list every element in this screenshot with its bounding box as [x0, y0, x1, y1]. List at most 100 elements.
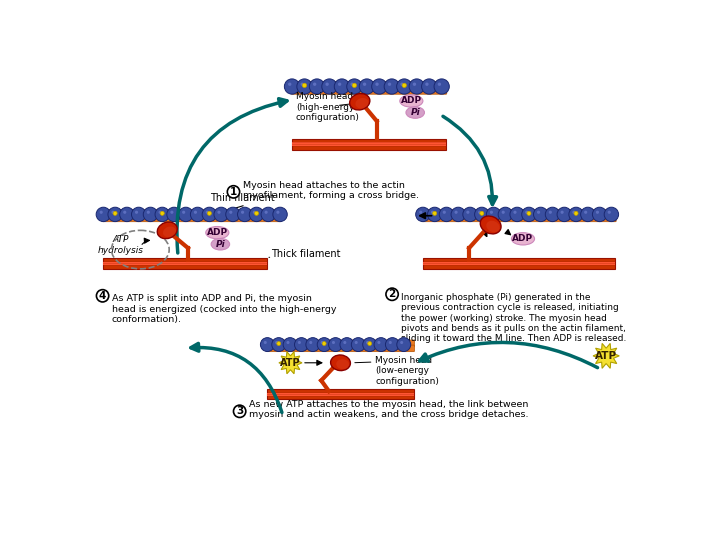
FancyBboxPatch shape	[291, 82, 447, 89]
Circle shape	[318, 338, 331, 352]
Ellipse shape	[356, 98, 369, 109]
Circle shape	[214, 207, 228, 221]
FancyBboxPatch shape	[266, 345, 415, 352]
Circle shape	[527, 211, 531, 215]
Text: Thick filament: Thick filament	[271, 249, 341, 259]
Circle shape	[332, 341, 335, 344]
Circle shape	[366, 341, 369, 344]
Circle shape	[375, 83, 379, 86]
Circle shape	[276, 211, 279, 214]
Circle shape	[287, 341, 289, 344]
Circle shape	[368, 342, 372, 346]
Circle shape	[388, 83, 391, 86]
Circle shape	[228, 186, 240, 198]
Circle shape	[557, 207, 572, 221]
Text: 4: 4	[99, 291, 107, 301]
FancyBboxPatch shape	[292, 139, 446, 150]
Circle shape	[389, 341, 392, 344]
Circle shape	[328, 338, 343, 352]
Ellipse shape	[163, 226, 176, 237]
FancyBboxPatch shape	[422, 210, 616, 217]
Circle shape	[359, 79, 374, 94]
Circle shape	[207, 211, 212, 215]
Circle shape	[608, 211, 611, 214]
Circle shape	[158, 211, 162, 214]
Circle shape	[288, 83, 292, 86]
Circle shape	[334, 79, 349, 94]
Ellipse shape	[406, 107, 425, 118]
FancyBboxPatch shape	[267, 389, 414, 400]
Text: ADP: ADP	[513, 234, 534, 244]
Circle shape	[537, 211, 540, 214]
Circle shape	[352, 83, 356, 87]
Circle shape	[397, 338, 410, 352]
Circle shape	[510, 207, 524, 221]
Circle shape	[123, 211, 126, 214]
Circle shape	[413, 83, 416, 86]
Circle shape	[584, 211, 588, 214]
Circle shape	[454, 211, 458, 214]
Circle shape	[313, 83, 316, 86]
Circle shape	[384, 79, 400, 94]
Circle shape	[96, 207, 111, 221]
Ellipse shape	[336, 359, 349, 369]
Circle shape	[419, 211, 423, 214]
Circle shape	[284, 79, 300, 94]
Circle shape	[238, 207, 252, 221]
Circle shape	[264, 211, 268, 214]
Circle shape	[351, 83, 354, 86]
Circle shape	[572, 211, 575, 214]
Circle shape	[340, 338, 354, 352]
Circle shape	[415, 207, 430, 221]
Circle shape	[502, 211, 505, 214]
FancyBboxPatch shape	[422, 215, 616, 222]
Circle shape	[309, 341, 312, 344]
Circle shape	[249, 207, 264, 221]
FancyBboxPatch shape	[266, 340, 415, 347]
FancyBboxPatch shape	[423, 258, 616, 269]
Circle shape	[229, 211, 233, 214]
Circle shape	[132, 207, 146, 221]
Circle shape	[226, 207, 240, 221]
Circle shape	[143, 207, 158, 221]
Text: Pi: Pi	[215, 240, 225, 249]
Circle shape	[400, 341, 403, 344]
Text: ATP: ATP	[595, 351, 617, 361]
Circle shape	[596, 211, 599, 214]
Circle shape	[298, 341, 301, 344]
Circle shape	[253, 211, 256, 214]
Ellipse shape	[400, 95, 423, 107]
Text: 2: 2	[389, 289, 396, 299]
Circle shape	[574, 211, 578, 215]
Circle shape	[161, 211, 164, 215]
Text: 1: 1	[230, 187, 237, 197]
FancyBboxPatch shape	[423, 262, 616, 265]
Circle shape	[433, 211, 437, 215]
Circle shape	[490, 211, 493, 214]
Circle shape	[294, 338, 308, 352]
FancyBboxPatch shape	[104, 262, 266, 265]
Circle shape	[320, 341, 323, 344]
Circle shape	[385, 338, 400, 352]
Circle shape	[338, 83, 341, 86]
Circle shape	[271, 338, 286, 352]
Ellipse shape	[486, 221, 500, 232]
Circle shape	[426, 83, 428, 86]
Circle shape	[275, 341, 278, 344]
Circle shape	[604, 207, 618, 221]
Text: Myosin head
(low-energy
configuration): Myosin head (low-energy configuration)	[375, 356, 439, 386]
Circle shape	[264, 341, 267, 344]
Circle shape	[363, 83, 366, 86]
Circle shape	[147, 211, 150, 214]
Circle shape	[463, 207, 477, 221]
Circle shape	[522, 207, 536, 221]
Circle shape	[217, 211, 220, 214]
Circle shape	[513, 211, 516, 214]
Circle shape	[439, 207, 454, 221]
Text: As ATP is split into ADP and Pi, the myosin
head is energized (cocked into the h: As ATP is split into ADP and Pi, the myo…	[112, 294, 336, 324]
FancyBboxPatch shape	[291, 87, 447, 94]
Circle shape	[434, 79, 449, 94]
Circle shape	[194, 211, 197, 214]
Circle shape	[302, 83, 307, 87]
Circle shape	[363, 338, 377, 352]
